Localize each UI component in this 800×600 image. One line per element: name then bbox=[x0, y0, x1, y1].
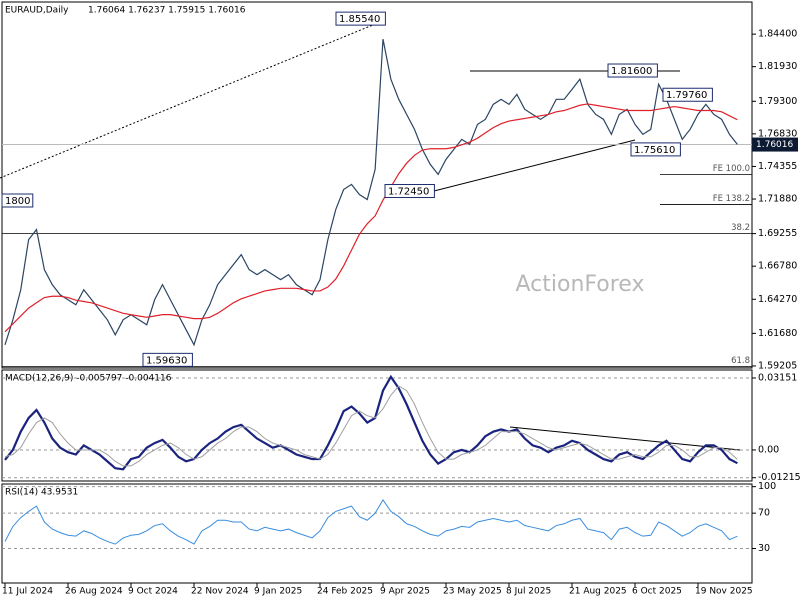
x-tick-label: 26 Aug 2024 bbox=[65, 587, 123, 597]
price-annotation-box bbox=[384, 184, 435, 199]
panel-title: RSI(14) 43.9531 bbox=[5, 488, 78, 498]
level-label: 61.8 bbox=[731, 356, 750, 366]
panel-title: EURAUD,Daily bbox=[5, 6, 69, 16]
watermark: ActionForex bbox=[516, 272, 645, 297]
x-tick-label: 21 Aug 2025 bbox=[569, 587, 627, 597]
y-tick-label: 1.59205 bbox=[758, 360, 797, 371]
trend-line bbox=[509, 426, 741, 451]
y-tick-label: -0.012158 bbox=[758, 472, 800, 483]
y-tick-label: 1.79300 bbox=[758, 96, 797, 107]
y-tick-label: 1.66780 bbox=[758, 261, 797, 272]
panel bbox=[1, 1, 753, 369]
price-annotation-box bbox=[1, 193, 34, 208]
x-tick-label: 8 Jul 2025 bbox=[506, 587, 551, 597]
series-line bbox=[4, 385, 738, 467]
x-tick-label: 9 Oct 2024 bbox=[128, 587, 178, 597]
panel bbox=[1, 369, 753, 482]
price-annotation: 1800 bbox=[5, 196, 30, 207]
price-annotation: 1.79760 bbox=[666, 90, 707, 101]
y-tick-label: 1.61680 bbox=[758, 328, 797, 339]
x-tick-label: 6 Oct 2025 bbox=[632, 587, 682, 597]
y-tick-label: 1.74355 bbox=[758, 161, 797, 172]
panel-title: MACD(12,26,9) -0.005797 -0.004116 bbox=[5, 374, 172, 384]
series-line bbox=[4, 39, 738, 347]
x-tick-label: 24 Feb 2025 bbox=[317, 587, 373, 597]
x-tick-label: 23 May 2025 bbox=[443, 587, 502, 597]
level-label: FE 100.0 bbox=[713, 164, 750, 174]
trend-line bbox=[0, 19, 386, 179]
x-tick-label: 9 Apr 2025 bbox=[380, 587, 430, 597]
y-tick-label: 30 bbox=[758, 543, 770, 554]
price-annotation: 1.59630 bbox=[146, 355, 187, 366]
series-line bbox=[4, 374, 738, 471]
price-tag-label: 1.76016 bbox=[756, 140, 793, 150]
trend-line bbox=[429, 139, 636, 193]
series-line bbox=[4, 103, 738, 333]
x-tick-label: 19 Nov 2025 bbox=[695, 587, 753, 597]
y-tick-label: 1.71880 bbox=[758, 194, 797, 205]
price-annotation: 1.85540 bbox=[339, 14, 380, 25]
level-label: 38.2 bbox=[731, 223, 750, 233]
x-tick-label: 22 Nov 2024 bbox=[191, 587, 249, 597]
x-tick-label: 9 Jan 2025 bbox=[254, 587, 302, 597]
price-annotation-box bbox=[630, 142, 681, 157]
price-annotation-box bbox=[662, 87, 713, 102]
price-annotation: 1.81600 bbox=[611, 66, 652, 77]
price-annotation-box bbox=[607, 63, 658, 78]
y-tick-label: 0.00 bbox=[758, 444, 779, 455]
price-annotation-box bbox=[142, 352, 193, 367]
y-tick-label: 0.03151 bbox=[758, 372, 797, 383]
panel bbox=[1, 483, 753, 584]
series-line bbox=[4, 498, 738, 545]
x-tick-label: 11 Jul 2024 bbox=[2, 587, 53, 597]
price-annotation-box bbox=[335, 11, 386, 26]
y-tick-label: 1.76830 bbox=[758, 128, 797, 139]
panel-subtitle: 1.76064 1.76237 1.75915 1.76016 bbox=[88, 6, 246, 16]
y-tick-label: 1.69255 bbox=[758, 228, 797, 239]
y-tick-label: 1.81930 bbox=[758, 61, 797, 72]
y-tick-label: 1.84400 bbox=[758, 29, 797, 40]
price-annotation: 1.72450 bbox=[388, 187, 429, 198]
y-tick-label: 70 bbox=[758, 508, 770, 519]
y-tick-label: 100 bbox=[758, 481, 776, 492]
level-label: FE 138.2 bbox=[713, 194, 750, 204]
price-tag bbox=[752, 137, 798, 152]
y-tick-label: 1.64270 bbox=[758, 294, 797, 305]
price-annotation: 1.75610 bbox=[634, 145, 675, 156]
